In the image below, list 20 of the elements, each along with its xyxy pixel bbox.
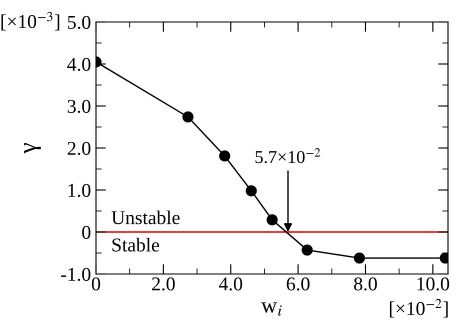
annotation: Stable [112,238,160,252]
x-axis-title: w$_{i}$ [261,302,282,316]
text: [×10$^{−2}$] [390,298,448,318]
x-tick-label: 8.0 [354,277,377,291]
y-tick-label: 3.0 [68,100,90,114]
y-tick-label: 2.0 [68,142,90,156]
y-tick-label: 5.0 [68,16,90,30]
x-tick-label: 10.0 [418,277,450,291]
x-tick-label: 6.0 [286,277,310,291]
x-tick-label: 4.0 [218,277,242,291]
y-tick-label: 1.0 [68,184,90,198]
x-tick-label: 2.0 [152,277,175,291]
y-tick-label: 4.0 [67,58,90,72]
annotation: 5.7×10$^{−2}$ [256,148,320,164]
annotation: Unstable [112,210,180,224]
y-tick-label: -1.0 [61,268,90,282]
x-tick-label: 0 [92,277,100,290]
text: [×10$^{−3}$] [1,12,60,30]
y-axis-title: γ [24,143,41,154]
y-tick-label: 0 [82,226,90,239]
